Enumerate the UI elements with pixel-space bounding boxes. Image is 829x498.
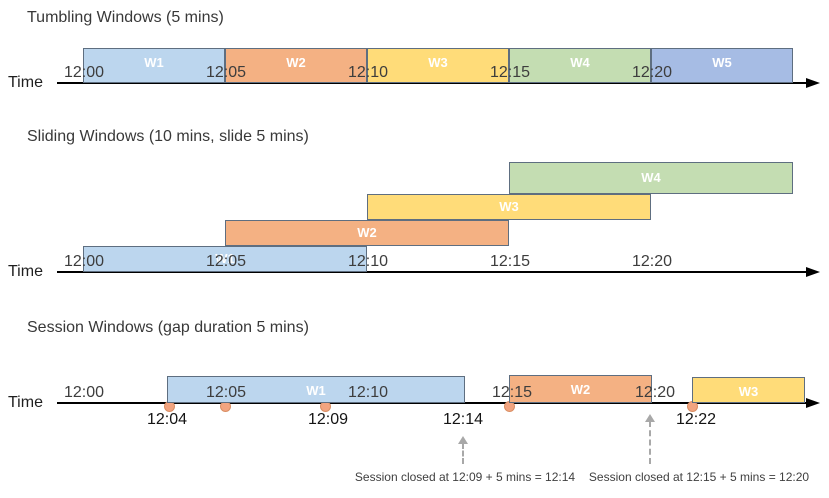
window-box (509, 162, 793, 194)
axis-tick-label: 12:15 (489, 253, 531, 270)
axis-tick-label: 12:15 (491, 384, 533, 401)
callout-arrow-line (649, 421, 651, 464)
time-axis-label: Time (8, 74, 43, 91)
axis-tick-label: 12:05 (205, 64, 247, 81)
window-label: W3 (499, 199, 519, 214)
section-title: Session Windows (gap duration 5 mins) (27, 319, 309, 336)
event-time-label: 12:04 (146, 411, 188, 428)
axis-tick-label: 12:20 (631, 64, 673, 81)
callout-arrow-icon (645, 414, 655, 422)
callout-arrow-line (462, 443, 464, 464)
window-box (509, 48, 651, 83)
window-box (83, 246, 367, 272)
window-label: W2 (570, 382, 591, 397)
window-label: W1 (306, 383, 326, 398)
axis-tick-label: 12:00 (63, 384, 105, 401)
axis-tick-label: 12:05 (205, 384, 247, 401)
time-axis-line (57, 271, 808, 273)
axis-tick-label: 12:20 (634, 384, 676, 401)
axis-tick-label: 12:15 (489, 64, 531, 81)
window-label: W4 (641, 170, 661, 185)
window-label: W3 (428, 55, 448, 70)
window-label: W1 (215, 251, 235, 266)
time-axis-line (57, 402, 808, 404)
axis-arrowhead-icon (806, 78, 820, 88)
window-label: W5 (712, 55, 732, 70)
axis-tick-label: 12:00 (63, 253, 105, 270)
window-box (225, 220, 509, 246)
window-box (509, 375, 652, 403)
time-axis-label: Time (8, 263, 43, 280)
event-time-label: 12:09 (307, 411, 349, 428)
event-time-label: 12:22 (675, 411, 717, 428)
window-label: W2 (286, 55, 306, 70)
window-label: W2 (357, 225, 377, 240)
window-box (692, 377, 805, 403)
axis-tick-label: 12:10 (347, 64, 389, 81)
section-title: Tumbling Windows (5 mins) (27, 9, 224, 26)
axis-arrowhead-icon (806, 267, 820, 277)
callout-text: Session closed at 12:15 + 5 mins = 12:20 (588, 470, 810, 484)
section-title: Sliding Windows (10 mins, slide 5 mins) (27, 128, 309, 145)
window-box (367, 48, 509, 83)
window-box (167, 376, 465, 403)
window-box (651, 48, 793, 83)
callout-text: Session closed at 12:09 + 5 mins = 12:14 (354, 470, 576, 484)
callout-arrow-icon (458, 436, 468, 444)
event-time-label: 12:14 (442, 411, 484, 428)
window-label: W3 (738, 384, 759, 399)
time-axis-label: Time (8, 394, 43, 411)
window-box (83, 48, 225, 83)
axis-tick-label: 12:00 (63, 64, 105, 81)
window-box (225, 48, 367, 83)
axis-tick-label: 12:10 (347, 384, 389, 401)
axis-arrowhead-icon (806, 398, 820, 408)
time-axis-line (57, 82, 808, 84)
axis-tick-label: 12:05 (205, 253, 247, 270)
window-box (367, 194, 651, 220)
window-label: W1 (144, 55, 164, 70)
window-label: W4 (570, 55, 590, 70)
axis-tick-label: 12:20 (631, 253, 673, 270)
axis-tick-label: 12:10 (347, 253, 389, 270)
